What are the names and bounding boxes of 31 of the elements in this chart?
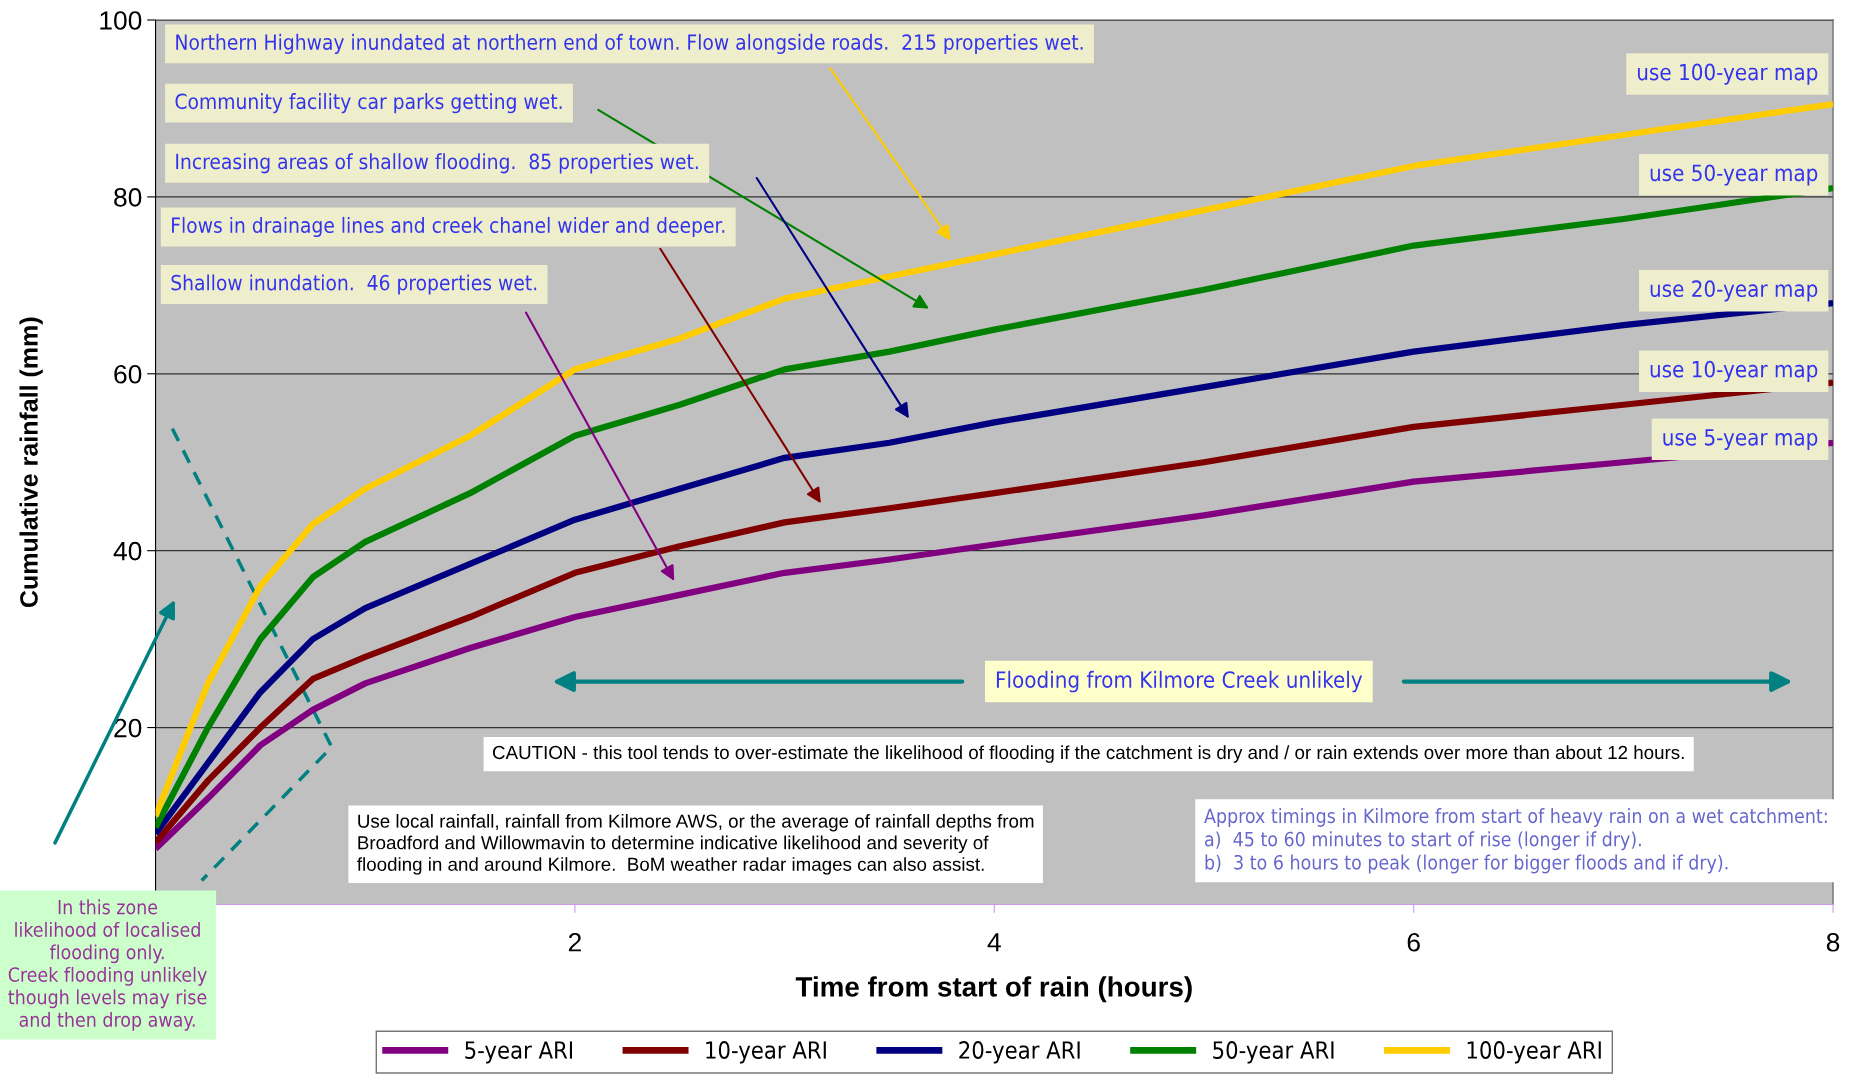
y-axis-title: Cumulative rainfall (mm): [19, 317, 43, 608]
y-tick-label: 40: [113, 541, 142, 561]
x-tick-label: 8: [1826, 932, 1840, 952]
y-tick-label: 60: [114, 364, 142, 384]
annotation: Approx timings in Kilmore from start of heavy rain on a wet catchment: a) 45 to 60 minutes to start of rise (longer if dry). b) 3 to 6 hours to peak (longer for bigger floods and if dry).: [1204, 808, 1827, 874]
legend-label: 50-year ARI: [1213, 1041, 1334, 1064]
annotation: Flows in drainage lines and creek chanel wider and deeper.: [172, 216, 725, 238]
x-tick-label: 6: [1407, 932, 1420, 952]
legend-label: 20-year ARI: [959, 1041, 1080, 1064]
annotation: use 20-year map: [1650, 280, 1818, 302]
annotation: use 100-year map: [1637, 63, 1818, 85]
legend-label: 100-year ARI: [1467, 1041, 1601, 1064]
legend-label: 5-year ARI: [465, 1041, 573, 1064]
annotation: Community facility car parks getting wet.: [175, 93, 562, 114]
annotation: Increasing areas of shallow flooding. 85 properties wet.: [176, 153, 698, 174]
annotation: Northern Highway inundated at northern end of town. Flow alongside roads. 215 properties wet.: [176, 33, 1083, 54]
y-tick-label: 20: [114, 718, 142, 738]
annotation: CAUTION - this tool tends to over-estimate the likelihood of flooding if the catchment is dry and / or rain extends over more than about 12 hours.: [493, 745, 1684, 763]
legend-label: 10-year ARI: [706, 1041, 826, 1064]
annotation: Shallow inundation. 46 properties wet.: [171, 274, 537, 295]
annotation: use 10-year map: [1650, 360, 1818, 382]
annotation: use 50-year map: [1650, 164, 1818, 186]
y-tick-label: 100: [100, 11, 142, 30]
annotation: In this zone likelihood of localised flooding only. Creek flooding unlikely though levels may rise and then drop away.: [8, 899, 207, 1031]
annotation: use 5-year map: [1663, 429, 1818, 450]
x-tick-label: 2: [568, 932, 581, 952]
annotation: Flooding from Kilmore Creek unlikely: [996, 670, 1363, 693]
x-axis-title: Time from start of rain (hours): [795, 976, 1192, 1003]
x-tick-label: 4: [987, 933, 1001, 952]
y-tick-label: 80: [114, 188, 142, 207]
annotation: Use local rainfall, rainfall from Kilmore AWS, or the average of rainfall depths from Broadford and Willowmavin to determine indicative likelihood and severity of flooding in and around Kilmore. BoM weather radar images can also assist.: [357, 814, 1034, 875]
